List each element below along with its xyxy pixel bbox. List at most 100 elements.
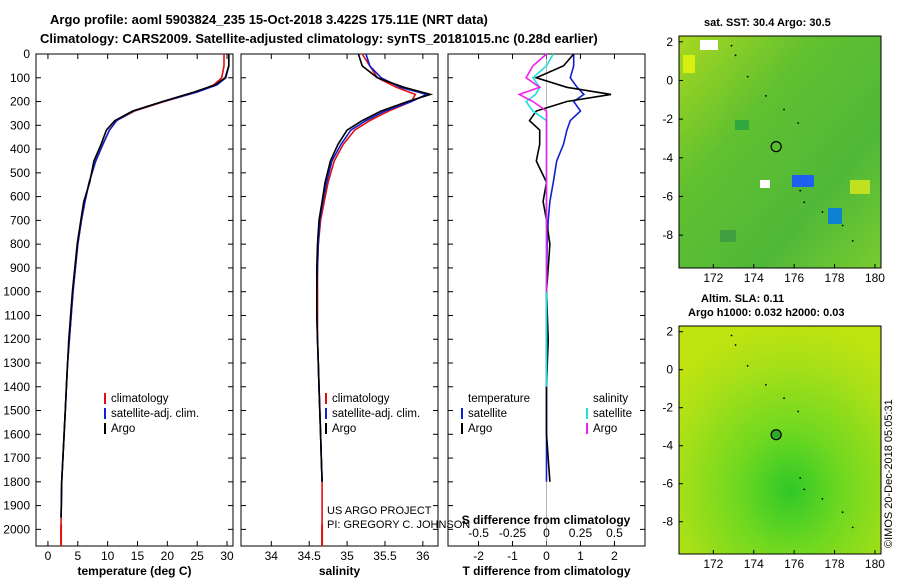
map-field xyxy=(679,36,881,268)
island-dot xyxy=(764,384,767,386)
map-y-tick-label: -8 xyxy=(662,228,673,242)
legend-climatology-2: climatology xyxy=(332,393,390,405)
map-x-tick-label: 172 xyxy=(703,271,723,285)
depth-tick-label: 1900 xyxy=(3,499,30,513)
salinity-panel: 34 34.5 35 35.5 36 salinity xyxy=(240,53,439,578)
depth-tick-label: 500 xyxy=(10,166,30,180)
depth-tick-label: 1600 xyxy=(3,427,30,441)
map-x-tick-label: 178 xyxy=(825,557,845,571)
x-tick-label: 36 xyxy=(416,549,430,563)
map-x-tick-label: 178 xyxy=(825,271,845,285)
legend-diff-temperature: temperature xyxy=(468,393,530,405)
island-dot xyxy=(734,344,737,346)
map-patch xyxy=(828,208,842,224)
island-dot xyxy=(734,54,737,57)
depth-tick-label: 600 xyxy=(10,190,30,204)
island-dot xyxy=(821,498,824,500)
depth-tick-label: 1100 xyxy=(4,308,30,322)
map-frame xyxy=(678,325,882,555)
depth-tick-label: 900 xyxy=(10,261,30,275)
x-tick-label: 0 xyxy=(543,549,550,563)
map-patch xyxy=(760,180,770,188)
map-y-tick-label: 2 xyxy=(666,325,673,339)
x-axis-label-top: S difference from climatology xyxy=(462,513,631,527)
float-location-marker xyxy=(770,429,782,441)
x-tick-label: 0 xyxy=(45,549,52,563)
island-dot xyxy=(841,224,844,227)
legend-climatology: climatology xyxy=(111,393,169,405)
legend-diff-sat-s: satellite xyxy=(593,408,632,420)
main-legend: climatology satellite-adj. clim. Argo cl… xyxy=(104,393,420,435)
depth-tick-label: 400 xyxy=(10,142,30,156)
island-dot xyxy=(764,95,767,97)
map-patch xyxy=(700,40,718,50)
map-x-tick-label: 180 xyxy=(865,557,885,571)
depth-tick-label: 100 xyxy=(10,71,30,85)
depth-tick-label: 1800 xyxy=(3,475,30,489)
island-dot xyxy=(821,211,824,213)
temperature-panel: 0 5 10 15 20 25 30 temperature (deg C) xyxy=(35,53,234,578)
map-y-tick-label: -6 xyxy=(662,189,673,203)
credit-line-2: PI: GREGORY C. JOHNSON xyxy=(327,519,470,531)
panel-frame xyxy=(240,53,439,547)
depth-tick-label: 1500 xyxy=(3,404,30,418)
depth-tick-label: 700 xyxy=(10,213,30,227)
depth-tick-label: 1200 xyxy=(3,332,30,346)
map-x-tick-label: 180 xyxy=(865,271,885,285)
x-top-tick-label: -0.5 xyxy=(468,526,489,540)
map-y-tick-label: -2 xyxy=(662,112,673,126)
depth-tick-label: 800 xyxy=(10,237,30,251)
map-y-tick-label: -8 xyxy=(662,515,673,529)
x-tick-label: -2 xyxy=(473,549,484,563)
island-dot xyxy=(783,397,785,400)
map-frame xyxy=(678,35,882,269)
map-y-tick-label: 0 xyxy=(666,363,673,377)
island-dot xyxy=(803,488,806,491)
island-dot xyxy=(746,365,749,367)
imos-timestamp: ©IMOS 20-Dec-2018 05:05:31 xyxy=(883,399,895,548)
x-tick-label: -1 xyxy=(507,549,518,563)
depth-tick-label: 2000 xyxy=(3,522,30,536)
legend-argo: Argo xyxy=(111,423,135,435)
panel-frame xyxy=(35,53,234,547)
x-tick-label: 5 xyxy=(74,549,81,563)
credit-line-1: US ARGO PROJECT xyxy=(327,505,432,517)
x-tick-label: 25 xyxy=(191,549,205,563)
legend-satellite: satellite-adj. clim. xyxy=(111,408,199,420)
legend-diff-argo-t: Argo xyxy=(468,423,492,435)
x-tick-label: 35.5 xyxy=(373,549,397,563)
map-field xyxy=(679,326,881,554)
header-line-1: Argo profile: aoml 5903824_235 15-Oct-20… xyxy=(50,12,488,27)
x-axis-label: T difference from climatology xyxy=(462,564,630,578)
depth-tick-label: 0 xyxy=(23,47,30,61)
island-dot xyxy=(730,334,733,337)
depth-tick-label: 1000 xyxy=(3,285,30,299)
map-y-tick-label: -4 xyxy=(662,439,673,453)
depth-tick-label: 200 xyxy=(10,95,30,109)
map-x-tick-label: 174 xyxy=(744,557,764,571)
map-y-tick-label: -4 xyxy=(662,151,673,165)
depth-tick-label: 300 xyxy=(10,118,30,132)
series-line-argo xyxy=(315,53,434,482)
sst-map-title: sat. SST: 30.4 Argo: 30.5 xyxy=(704,17,831,29)
map-patch xyxy=(735,120,749,130)
x-top-tick-label: -0.25 xyxy=(499,526,527,540)
island-dot xyxy=(799,189,802,192)
legend-diff-salinity: salinity xyxy=(593,393,628,405)
legend-satellite-2: satellite-adj. clim. xyxy=(332,408,420,420)
legend-diff-argo-s: Argo xyxy=(593,423,617,435)
x-tick-label: 1 xyxy=(577,549,584,563)
depth-tick-labels: 0 100 200 300 400 500 600 700 800 900 1000 1100 1200… xyxy=(3,47,30,536)
map-x-tick-label: 176 xyxy=(784,271,804,285)
island-dot xyxy=(803,201,806,204)
island-dot xyxy=(730,44,733,47)
map-y-tick-label: -2 xyxy=(662,401,673,415)
island-dot xyxy=(841,511,844,514)
x-tick-label: 34.5 xyxy=(298,549,322,563)
depth-tick-label: 1400 xyxy=(3,380,30,394)
series-line-argo-temperature xyxy=(528,53,612,482)
depth-tick-label: 1700 xyxy=(3,451,30,465)
header-line-2: Climatology: CARS2009. Satellite-adjuste… xyxy=(40,31,598,46)
map-y-tick-label: -6 xyxy=(662,477,673,491)
